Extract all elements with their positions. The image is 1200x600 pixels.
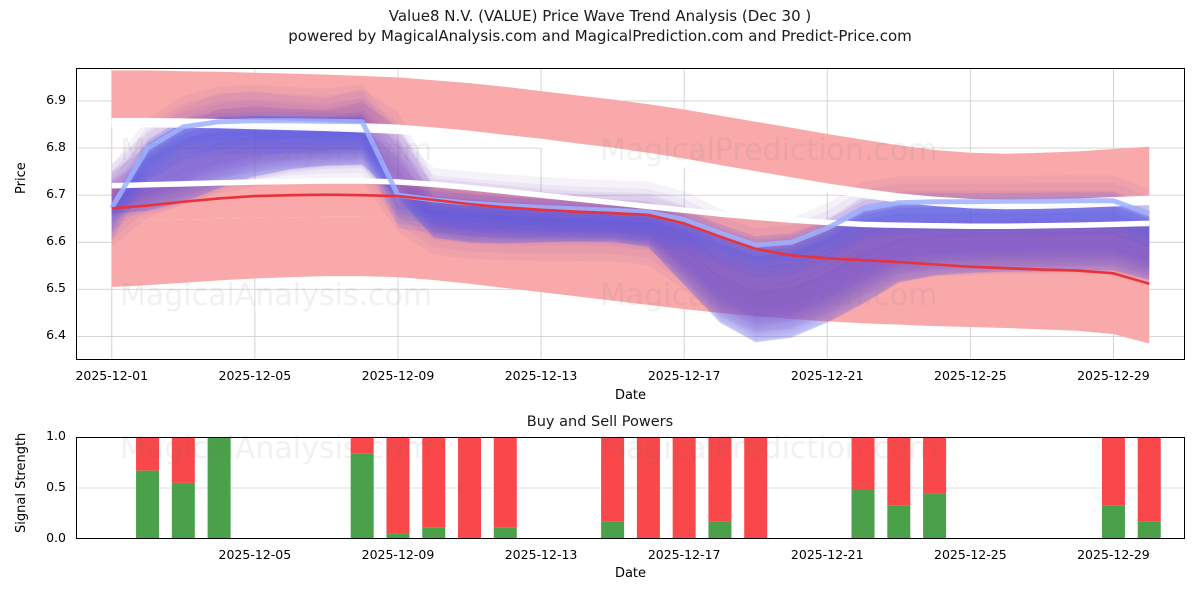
price-plot-svg <box>76 68 1185 360</box>
sell-power-bar <box>923 437 947 494</box>
buy-power-bar <box>708 521 732 539</box>
sell-power-bar <box>1137 437 1161 522</box>
buy-power-bar <box>1137 521 1161 539</box>
signal-y-tick: 1.0 <box>46 428 66 443</box>
buy-power-bar <box>887 505 911 539</box>
price-x-tick: 2025-12-29 <box>1077 368 1150 383</box>
signal-x-tick: 2025-12-21 <box>790 547 864 562</box>
buy-power-bar <box>923 493 947 539</box>
price-x-tick: 2025-12-13 <box>504 368 578 383</box>
sell-power-bar <box>493 437 517 528</box>
price-x-axis-label: Date <box>614 388 647 403</box>
buy-power-bar <box>136 470 160 539</box>
price-y-tick: 6.7 <box>46 186 66 202</box>
signal-y-tick: 0.5 <box>46 479 66 494</box>
price-x-tick: 2025-12-09 <box>361 368 435 383</box>
sell-power-bar <box>1101 437 1125 506</box>
price-x-tick: 2025-12-01 <box>75 368 149 383</box>
price-y-tick: 6.6 <box>46 233 66 249</box>
buy-power-bar <box>1101 505 1125 539</box>
price-y-tick: 6.5 <box>46 280 66 296</box>
sell-power-bar <box>422 437 446 528</box>
price-y-tick: 6.8 <box>46 139 66 155</box>
sell-power-bar <box>386 437 410 534</box>
chart-title: Value8 N.V. (VALUE) Price Wave Trend Ana… <box>388 7 812 25</box>
signal-x-tick: 2025-12-05 <box>218 547 292 562</box>
price-x-tick: 2025-12-25 <box>934 368 1007 383</box>
sell-power-bar <box>350 437 374 454</box>
signal-x-axis-label: Date <box>614 566 647 581</box>
price-x-tick: 2025-12-21 <box>790 368 864 383</box>
sell-power-bar <box>636 437 660 539</box>
page-title: Value8 N.V. (VALUE) Price Wave Trend Ana… <box>0 6 1200 46</box>
price-x-tick: 2025-12-17 <box>647 368 721 383</box>
signal-x-tick: 2025-12-13 <box>504 547 578 562</box>
chart-subtitle: powered by MagicalAnalysis.com and Magic… <box>288 27 912 45</box>
sell-power-bar <box>744 437 768 539</box>
buy-power-bar <box>851 489 875 539</box>
buy-power-bar <box>493 527 517 539</box>
signal-chart-title: Buy and Sell Powers <box>526 414 674 430</box>
signal-plot-svg <box>76 437 1185 539</box>
buy-power-bar <box>171 482 195 539</box>
sell-power-bar <box>136 437 160 471</box>
price-y-tick: 6.9 <box>46 91 66 107</box>
sell-power-bar <box>171 437 195 483</box>
signal-x-tick: 2025-12-09 <box>361 547 435 562</box>
sell-power-bar <box>708 437 732 522</box>
buy-power-bar <box>386 533 410 539</box>
buy-power-bar <box>207 437 231 539</box>
sell-power-bar <box>672 437 696 539</box>
price-x-tick: 2025-12-05 <box>218 368 292 383</box>
sell-power-bar <box>851 437 875 490</box>
buy-power-bar <box>601 521 625 539</box>
sell-power-bar <box>458 437 482 539</box>
buy-power-bar <box>350 453 374 539</box>
buy-sell-powers-chart <box>76 437 1185 539</box>
signal-x-tick: 2025-12-29 <box>1077 547 1150 562</box>
sell-power-bar <box>887 437 911 506</box>
sell-power-bar <box>601 437 625 522</box>
price-wave-chart <box>76 68 1185 360</box>
signal-x-tick: 2025-12-17 <box>647 547 721 562</box>
buy-power-bar <box>422 527 446 539</box>
price-y-tick: 6.4 <box>46 327 66 343</box>
signal-y-tick: 0.0 <box>46 530 66 545</box>
signal-x-tick: 2025-12-25 <box>934 547 1007 562</box>
